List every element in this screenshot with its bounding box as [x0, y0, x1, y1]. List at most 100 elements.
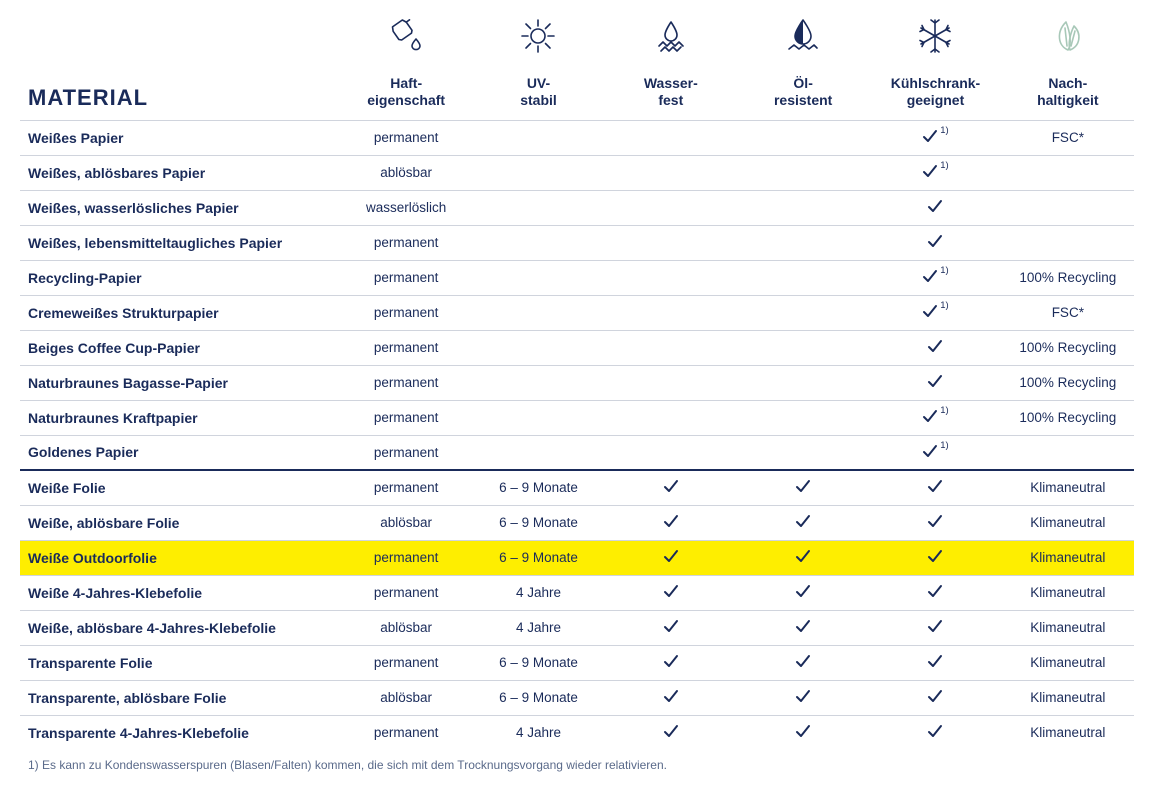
col-wasser-label: Wasser-fest	[605, 71, 737, 121]
footnote-ref: 1)	[940, 266, 948, 276]
cell-nach	[1002, 435, 1134, 470]
cell-oel	[737, 365, 869, 400]
cell-oel	[737, 400, 869, 435]
material-name: Naturbraunes Kraftpapier	[20, 400, 340, 435]
cell-oel	[737, 295, 869, 330]
cell-oel	[737, 155, 869, 190]
cell-wasser	[605, 400, 737, 435]
check-icon	[795, 583, 811, 599]
check-icon	[663, 548, 679, 564]
cell-wasser	[605, 575, 737, 610]
cell-nach: 100% Recycling	[1002, 400, 1134, 435]
cell-haft: permanent	[340, 225, 472, 260]
material-name: Transparente 4-Jahres-Klebefolie	[20, 715, 340, 750]
cell-wasser	[605, 155, 737, 190]
cell-kuehl	[869, 715, 1001, 750]
material-name: Weiße, ablösbare Folie	[20, 505, 340, 540]
check-icon	[927, 618, 943, 634]
check-icon	[927, 513, 943, 529]
col-kuehl-label: Kühlschrank-geeignet	[869, 71, 1001, 121]
col-nach-label: Nach-haltigkeit	[1002, 71, 1134, 121]
cell-oel	[737, 540, 869, 575]
cell-haft: permanent	[340, 295, 472, 330]
material-name: Weiße 4-Jahres-Klebefolie	[20, 575, 340, 610]
cell-nach: 100% Recycling	[1002, 260, 1134, 295]
table-row: Weiße Outdoorfoliepermanent6 – 9 MonateK…	[20, 540, 1134, 575]
cell-oel	[737, 225, 869, 260]
cell-wasser	[605, 715, 737, 750]
cell-nach: FSC*	[1002, 295, 1134, 330]
material-name: Transparente, ablösbare Folie	[20, 680, 340, 715]
cell-uv: 4 Jahre	[472, 575, 604, 610]
cell-haft: permanent	[340, 260, 472, 295]
cell-wasser	[605, 645, 737, 680]
check-icon	[663, 513, 679, 529]
cell-oel	[737, 435, 869, 470]
check-icon	[927, 198, 943, 214]
cell-oel	[737, 645, 869, 680]
cell-haft: ablösbar	[340, 505, 472, 540]
cell-nach: 100% Recycling	[1002, 365, 1134, 400]
cell-uv: 6 – 9 Monate	[472, 645, 604, 680]
cell-uv	[472, 330, 604, 365]
table-row: Weiße Foliepermanent6 – 9 MonateKlimaneu…	[20, 470, 1134, 505]
check-icon	[795, 513, 811, 529]
cell-nach: Klimaneutral	[1002, 540, 1134, 575]
cell-uv: 6 – 9 Monate	[472, 540, 604, 575]
footnote-ref: 1)	[940, 161, 948, 171]
table-head: MATERIAL Haft-eigenschaft UV-stabil Wass…	[20, 12, 1134, 120]
material-name: Weißes, wasserlösliches Papier	[20, 190, 340, 225]
cell-oel	[737, 330, 869, 365]
cell-kuehl: 1)	[869, 435, 1001, 470]
footnote-ref: 1)	[940, 126, 948, 136]
cell-oel	[737, 610, 869, 645]
table-row: Weißes, lebensmitteltaugliches Papierper…	[20, 225, 1134, 260]
cell-nach: Klimaneutral	[1002, 575, 1134, 610]
col-uv-label: UV-stabil	[472, 71, 604, 121]
cell-haft: permanent	[340, 540, 472, 575]
check-icon	[795, 478, 811, 494]
cell-haft: permanent	[340, 435, 472, 470]
cell-uv	[472, 365, 604, 400]
footnote-ref: 1)	[940, 441, 948, 451]
cell-uv: 4 Jahre	[472, 715, 604, 750]
cell-oel	[737, 505, 869, 540]
check-icon: 1)	[922, 303, 948, 319]
snowflake-icon	[869, 12, 1001, 71]
cell-kuehl	[869, 330, 1001, 365]
check-icon	[663, 653, 679, 669]
check-icon	[795, 618, 811, 634]
material-name: Beiges Coffee Cup-Papier	[20, 330, 340, 365]
material-name: Transparente Folie	[20, 645, 340, 680]
material-name: Naturbraunes Bagasse-Papier	[20, 365, 340, 400]
cell-uv: 6 – 9 Monate	[472, 680, 604, 715]
cell-nach	[1002, 155, 1134, 190]
check-icon	[927, 338, 943, 354]
table-row: Transparente, ablösbare Folieablösbar6 –…	[20, 680, 1134, 715]
cell-wasser	[605, 330, 737, 365]
cell-wasser	[605, 470, 737, 505]
cell-haft: permanent	[340, 120, 472, 155]
check-icon	[795, 548, 811, 564]
table-row: Recycling-Papierpermanent1)100% Recyclin…	[20, 260, 1134, 295]
footnote-ref: 1)	[940, 301, 948, 311]
cell-nach: Klimaneutral	[1002, 680, 1134, 715]
cell-uv: 6 – 9 Monate	[472, 470, 604, 505]
cell-wasser	[605, 260, 737, 295]
cell-nach: FSC*	[1002, 120, 1134, 155]
cell-wasser	[605, 225, 737, 260]
check-icon	[927, 373, 943, 389]
cell-oel	[737, 575, 869, 610]
cell-kuehl: 1)	[869, 120, 1001, 155]
cell-nach: Klimaneutral	[1002, 505, 1134, 540]
check-icon	[927, 653, 943, 669]
cell-haft: ablösbar	[340, 610, 472, 645]
check-icon: 1)	[922, 268, 948, 284]
table-row: Weiße, ablösbare Folieablösbar6 – 9 Mona…	[20, 505, 1134, 540]
cell-wasser	[605, 540, 737, 575]
check-icon	[927, 233, 943, 249]
water-drop-icon	[605, 12, 737, 71]
cell-haft: wasserlöslich	[340, 190, 472, 225]
table-row: Naturbraunes Bagasse-Papierpermanent100%…	[20, 365, 1134, 400]
check-icon	[663, 618, 679, 634]
